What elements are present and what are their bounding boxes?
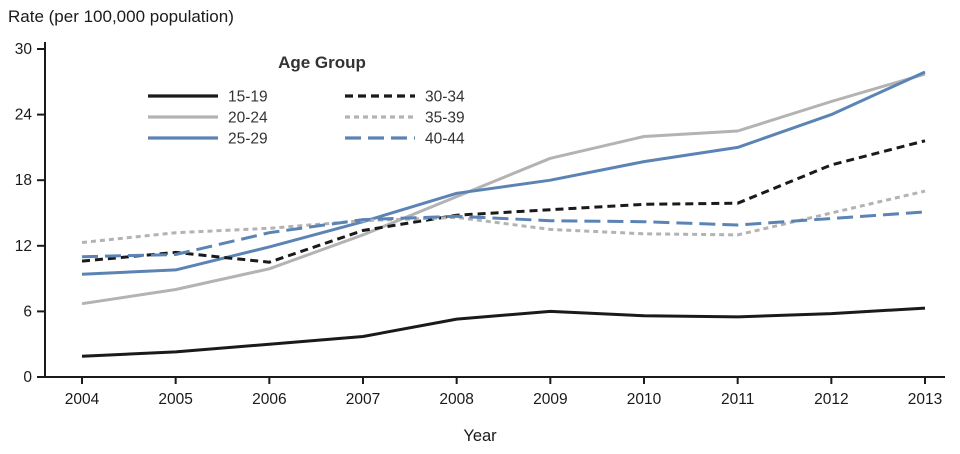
x-tick-label: 2012 — [814, 391, 848, 408]
legend-label-40-44: 40-44 — [425, 131, 465, 148]
legend-title: Age Group — [278, 53, 366, 72]
legend-label-35-39: 35-39 — [425, 110, 465, 127]
y-tick-label: 18 — [15, 172, 32, 189]
x-tick-label: 2011 — [721, 391, 754, 408]
axis-lines — [44, 42, 945, 378]
y-tick-label: 0 — [23, 369, 32, 386]
y-tick-label: 24 — [15, 107, 33, 124]
y-tick-label: 6 — [23, 303, 32, 320]
x-tick-label: 2007 — [346, 391, 380, 408]
series-line-15-19 — [81, 306, 926, 358]
x-tick-label: 2005 — [158, 391, 192, 408]
series-line-25-29 — [81, 70, 926, 276]
series-line-30-34 — [81, 139, 926, 264]
y-tick-label: 30 — [15, 41, 33, 58]
legend: Age Group 15-19 20-24 25-29 30-34 35-39 40-44 — [148, 53, 465, 148]
series-line-40-44 — [81, 210, 926, 259]
x-tick-label: 2006 — [252, 391, 286, 408]
series-line-35-39 — [81, 189, 926, 244]
legend-label-30-34: 30-34 — [425, 89, 465, 106]
line-chart: 0 6 12 18 24 30 2004 2005 2006 2007 2008 2009 2010 20… — [15, 41, 945, 408]
x-tick-label: 2013 — [908, 391, 942, 408]
legend-label-15-19: 15-19 — [228, 89, 268, 106]
y-tick-label: 12 — [15, 238, 32, 255]
y-axis-title: Rate (per 100,000 population) — [8, 7, 234, 26]
legend-label-25-29: 25-29 — [228, 131, 268, 148]
legend-label-20-24: 20-24 — [228, 110, 268, 127]
x-tick-label: 2008 — [439, 391, 473, 408]
x-axis-title: Year — [463, 427, 497, 445]
x-tick-label: 2010 — [627, 391, 662, 408]
series-line-20-24 — [81, 72, 926, 306]
x-tick-label: 2004 — [65, 391, 100, 408]
x-tick-label: 2009 — [533, 391, 567, 408]
